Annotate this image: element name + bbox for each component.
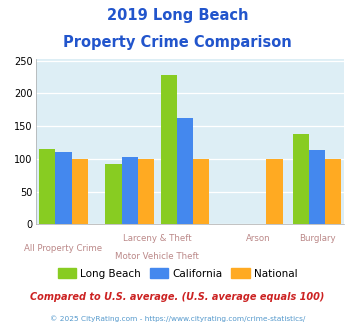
Text: All Property Crime: All Property Crime (24, 244, 103, 253)
Legend: Long Beach, California, National: Long Beach, California, National (53, 264, 302, 283)
Bar (72, 159, 88, 224)
Bar (177, 118, 193, 224)
Bar (193, 159, 209, 224)
Bar (55, 152, 72, 224)
Bar (39, 149, 55, 224)
Bar (160, 75, 177, 224)
Bar (105, 163, 121, 224)
Text: 2019 Long Beach: 2019 Long Beach (107, 8, 248, 23)
Bar (121, 157, 138, 224)
Text: Property Crime Comparison: Property Crime Comparison (63, 35, 292, 50)
Bar (138, 159, 154, 224)
Text: Compared to U.S. average. (U.S. average equals 100): Compared to U.S. average. (U.S. average … (30, 292, 325, 302)
Text: Larceny & Theft: Larceny & Theft (123, 234, 191, 243)
Bar (293, 134, 309, 224)
Bar (325, 159, 342, 224)
Text: Motor Vehicle Theft: Motor Vehicle Theft (115, 252, 199, 261)
Text: Burglary: Burglary (299, 234, 335, 243)
Text: Arson: Arson (246, 234, 271, 243)
Bar (266, 159, 283, 224)
Text: © 2025 CityRating.com - https://www.cityrating.com/crime-statistics/: © 2025 CityRating.com - https://www.city… (50, 315, 305, 322)
Bar (309, 150, 325, 224)
